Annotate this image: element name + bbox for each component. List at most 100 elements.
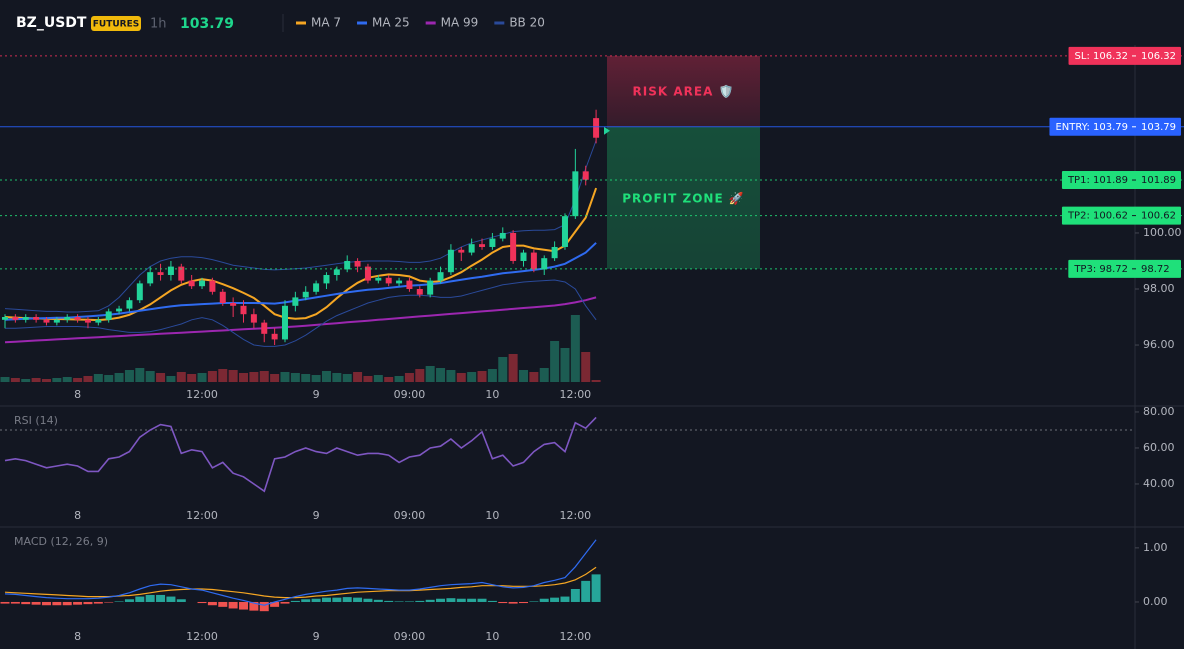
candle-body: [2, 317, 8, 320]
macd-histogram-bar: [124, 599, 134, 602]
y-tick-label: 40.00: [1143, 477, 1175, 490]
macd-histogram-bar: [581, 580, 591, 602]
candle-body: [219, 291, 226, 304]
candle-body: [199, 280, 206, 287]
macd-histogram-bar: [498, 601, 508, 604]
volume-bar: [73, 378, 83, 382]
volume-bar: [10, 378, 20, 382]
macd-histogram-bar: [508, 601, 518, 604]
volume-bar: [280, 372, 290, 382]
x-tick-label: 9: [313, 630, 320, 643]
candle-body: [105, 311, 112, 320]
y-tick-label: 100.00: [1143, 226, 1182, 239]
level-price: 101.89: [1141, 175, 1176, 186]
candle-body: [74, 317, 81, 320]
volume-bar: [477, 371, 487, 382]
zone: [607, 126, 760, 269]
macd-histogram-bar: [467, 598, 477, 602]
volume-bar: [104, 375, 114, 382]
volume-bar: [156, 373, 166, 382]
macd-histogram-bar: [114, 601, 124, 602]
candle-body: [136, 283, 143, 301]
macd-histogram-bar: [415, 600, 425, 602]
volume-bar: [207, 371, 217, 382]
macd-histogram-bar: [560, 596, 570, 602]
volume-bar: [311, 375, 321, 382]
x-tick-label: 8: [74, 509, 81, 522]
candle-body: [375, 277, 382, 281]
macd-histogram-bar: [73, 601, 83, 605]
candle-body: [561, 216, 568, 247]
volume-bar: [62, 377, 72, 382]
candle-body: [447, 249, 454, 273]
level-tag: ENTRY: 103.79: [1055, 122, 1128, 133]
macd-histogram-bar: [529, 601, 539, 602]
volume-bar: [519, 370, 528, 382]
volume-bar: [197, 373, 207, 382]
volume-bar: [301, 374, 311, 382]
level-tag-bg: [1068, 46, 1181, 65]
macd-histogram-bar: [21, 601, 31, 605]
volume-bar: [83, 376, 93, 382]
candle-body: [95, 319, 102, 323]
zone-label: PROFIT ZONE 🚀: [622, 191, 745, 205]
candle-body: [230, 303, 237, 306]
macd-histogram-bar: [487, 600, 497, 602]
macd-histogram-bar: [31, 601, 41, 605]
macd-histogram-bar: [166, 596, 176, 602]
volume-bar: [187, 374, 197, 382]
rsi-line: [4, 416, 597, 493]
macd-histogram-bar: [10, 601, 20, 604]
y-tick-label: 80.00: [1143, 405, 1175, 418]
badge: FUTURES: [93, 20, 139, 30]
volume-bar: [135, 368, 145, 382]
y-tick-label: 0.00: [1143, 595, 1168, 608]
candle-body: [364, 266, 371, 281]
candle-body: [593, 118, 600, 138]
macd-histogram-bar: [311, 598, 321, 602]
symbol: BZ_USDT: [16, 15, 87, 31]
last-price: 103.79: [180, 16, 234, 32]
macd-histogram-bar: [591, 574, 601, 602]
volume-bar: [436, 368, 446, 382]
macd-histogram-bar: [425, 599, 435, 602]
candle-body: [43, 319, 50, 323]
volume-bar: [124, 370, 134, 382]
candle-body: [333, 269, 340, 275]
candle-body: [541, 258, 548, 270]
volume-bar: [114, 373, 124, 382]
y-tick-label: 1.00: [1143, 541, 1168, 554]
candle-body: [209, 280, 216, 292]
macd-histogram-bar: [519, 601, 528, 604]
x-tick-label: 9: [313, 509, 320, 522]
macd-histogram-bar: [446, 598, 456, 602]
volume-bar: [394, 376, 404, 382]
ma-line: [4, 187, 598, 322]
level-price: 106.32: [1141, 51, 1176, 62]
candle-body: [385, 277, 392, 284]
candle-body: [313, 283, 320, 292]
legend-label: BB 20: [509, 16, 545, 30]
volume-bar: [487, 369, 497, 382]
y-tick-label: 96.00: [1143, 338, 1175, 351]
volume-bar: [446, 370, 456, 382]
y-tick-label: 60.00: [1143, 441, 1175, 454]
candle-body: [240, 305, 247, 315]
candle-body: [147, 272, 154, 284]
x-tick-label: 10: [485, 388, 499, 401]
volume-bar: [93, 374, 103, 382]
macd-histogram-bar: [197, 601, 207, 604]
macd-histogram-bar: [456, 598, 466, 602]
macd-histogram-bar: [259, 601, 269, 612]
candle-body: [22, 317, 29, 320]
candle-body: [250, 314, 257, 323]
candle-body: [261, 322, 268, 334]
level-tag: TP2: 100.62: [1067, 211, 1128, 222]
volume-bar: [363, 376, 373, 382]
volume-bar: [259, 371, 269, 382]
legend-label: MA 7: [311, 16, 341, 30]
candle-body: [292, 297, 299, 306]
y-tick-label: 98.00: [1143, 282, 1175, 295]
